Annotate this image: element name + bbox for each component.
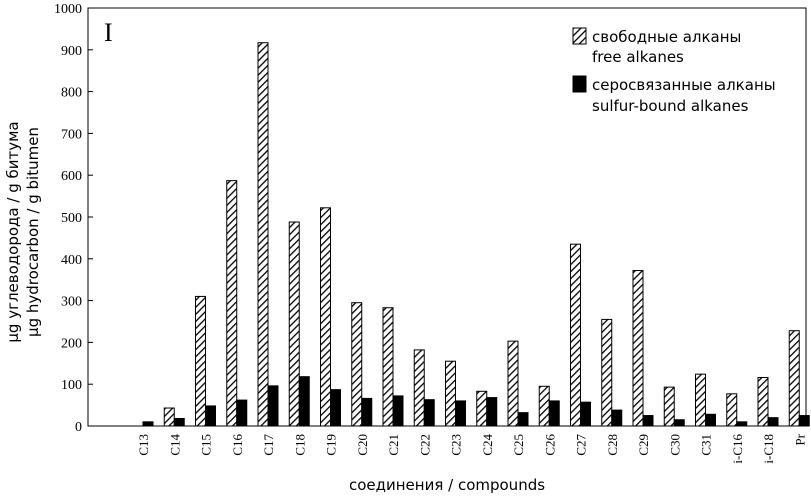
legend-swatch-free — [572, 27, 587, 45]
bar-free-C30 — [663, 386, 675, 427]
bar-sulfur-C18 — [298, 376, 310, 427]
y-tick-label: 700 — [61, 127, 82, 142]
bar-sulfur-C28 — [611, 409, 623, 427]
x-tick-label: C24 — [480, 434, 495, 456]
bar-free-C22 — [413, 349, 425, 427]
x-tick-label: C31 — [699, 434, 714, 456]
legend-swatch-sulfur — [572, 75, 587, 93]
bar-sulfur-C30 — [673, 419, 685, 427]
y-tick-label: 100 — [61, 378, 82, 393]
bar-free-C18 — [288, 221, 300, 427]
panel-label: I — [104, 18, 113, 47]
bar-sulfur-C29 — [642, 415, 654, 427]
x-tick-label: Pr — [792, 433, 807, 445]
x-tick-label: i-C16 — [730, 434, 745, 464]
x-tick-label: C16 — [230, 434, 245, 456]
x-tick-label: C25 — [511, 434, 526, 456]
x-tick-label: C29 — [636, 434, 651, 456]
bar-sulfur-C27 — [580, 401, 591, 427]
x-tick-label: C22 — [417, 434, 432, 456]
legend-label-sulfur-en: sulfur-bound alkanes — [592, 97, 749, 115]
bar-sulfur-C16 — [236, 399, 248, 427]
bar-sulfur-C31 — [705, 413, 716, 427]
y-tick-label: 1000 — [54, 2, 82, 17]
y-axis-ticks: 0 100 200 300 400 500 600 700 800 900 1000 — [54, 2, 93, 435]
x-tick-label: C26 — [542, 434, 557, 456]
bar-free-Pr — [788, 330, 800, 427]
bar-sulfur-C25 — [517, 412, 529, 427]
bar-free-C31 — [695, 373, 706, 427]
bar-sulfur-C24 — [486, 397, 498, 427]
bar-sulfur-C14 — [173, 417, 185, 427]
bar-sulfur-C20 — [361, 397, 373, 427]
bar-sulfur-Pr — [798, 415, 810, 427]
bar-free-C21 — [382, 307, 394, 427]
bar-sulfur-C23 — [455, 400, 466, 427]
x-axis-title: соединения / compounds — [349, 476, 545, 494]
y-tick-label: 0 — [75, 420, 82, 435]
bar-sulfur-C21 — [392, 395, 404, 427]
x-tick-label: C15 — [199, 434, 214, 456]
bars — [142, 42, 810, 427]
y-tick-label: 800 — [61, 86, 82, 101]
bar-free-C26 — [538, 385, 550, 427]
y-tick-label: 500 — [61, 211, 82, 226]
x-tick-label: C27 — [574, 434, 589, 456]
x-tick-label: C20 — [355, 434, 370, 456]
bar-free-C20 — [351, 302, 363, 427]
y-axis-title: µg углеводорода / g битума µg hydrocarbo… — [4, 121, 42, 342]
y-tick-label: 900 — [61, 44, 82, 59]
bar-free-C16 — [226, 180, 238, 427]
bar-free-C25 — [507, 340, 519, 427]
bar-free-C27 — [570, 243, 581, 427]
x-axis-tick-labels: C13 C14 C15 C16 C17 C18 C19 C20 C21 C22 C23 C24 C25 C… — [136, 433, 807, 464]
bar-free-C29 — [632, 270, 644, 427]
x-tick-label: C21 — [386, 434, 401, 456]
legend-label-sulfur-ru: серосвязанные алканы — [592, 76, 776, 94]
legend-label-free-ru: свободные алканы — [592, 28, 741, 46]
bar-free-i-C16 — [726, 393, 738, 427]
x-tick-label: C30 — [667, 434, 682, 456]
x-tick-label: C13 — [136, 434, 151, 456]
bar-sulfur-C22 — [423, 399, 435, 427]
bar-sulfur-i-C16 — [736, 421, 748, 427]
bar-sulfur-i-C18 — [767, 417, 779, 427]
y-tick-label: 300 — [61, 295, 82, 310]
y-axis-title-ru: µg углеводорода / g битума — [4, 121, 22, 342]
bar-sulfur-C26 — [548, 400, 560, 427]
x-tick-label: i-C18 — [761, 434, 776, 464]
bar-sulfur-C15 — [205, 405, 216, 427]
bar-sulfur-C17 — [267, 385, 279, 427]
y-tick-label: 400 — [61, 253, 82, 268]
x-tick-label: C19 — [324, 434, 339, 456]
y-tick-label: 600 — [61, 169, 82, 184]
bar-free-C15 — [195, 295, 206, 427]
bar-free-C28 — [601, 318, 613, 427]
bar-free-C19 — [320, 207, 331, 427]
x-tick-label: C23 — [449, 434, 464, 456]
x-tick-label: C28 — [605, 434, 620, 456]
x-tick-label: C17 — [261, 434, 276, 456]
x-tick-label: C14 — [167, 434, 182, 456]
bar-free-C24 — [476, 390, 488, 427]
bar-free-i-C18 — [757, 377, 769, 427]
bar-sulfur-C13 — [142, 421, 154, 427]
y-tick-label: 200 — [61, 336, 82, 351]
legend: свободные алканы free alkanes серосвязан… — [572, 27, 776, 115]
x-tick-label: C18 — [292, 434, 307, 456]
bar-free-C17 — [257, 42, 269, 427]
bar-sulfur-C19 — [330, 389, 341, 427]
legend-label-free-en: free alkanes — [592, 48, 684, 66]
bar-free-C23 — [445, 360, 456, 427]
bar-free-C14 — [163, 407, 175, 427]
y-axis-title-en: µg hydrocarbon / g bitumen — [24, 127, 42, 337]
